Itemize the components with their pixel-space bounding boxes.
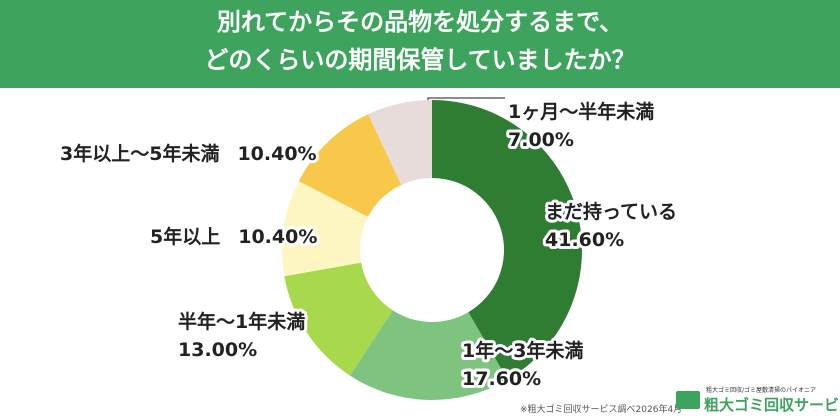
logo-icon bbox=[676, 391, 700, 409]
slice bbox=[298, 114, 402, 217]
slice bbox=[284, 262, 393, 376]
slice bbox=[350, 310, 508, 400]
value-label: 10.40% bbox=[237, 143, 316, 165]
category-label: まだ持っている bbox=[545, 200, 677, 223]
slice bbox=[368, 100, 432, 185]
title-line: 別れてからその品物を処分するまで、 bbox=[217, 8, 623, 36]
slice bbox=[432, 100, 583, 380]
value-label: 10.40% bbox=[238, 226, 317, 248]
category-label: 3年以上～5年未満 bbox=[60, 142, 219, 165]
logo-name: 粗大ゴミ回収サービス bbox=[704, 396, 840, 414]
category-label: 半年～1年未満 bbox=[178, 310, 305, 333]
slice bbox=[282, 181, 369, 277]
logo-tagline: 粗大ゴミ回収/ゴミ屋敷清掃のパイオニア bbox=[706, 386, 816, 394]
category-label: 5年以上 bbox=[150, 225, 220, 248]
value-label: 7.00% bbox=[508, 129, 574, 151]
value-label: 13.00% bbox=[178, 339, 257, 361]
category-label: 1年～3年未満 bbox=[462, 339, 583, 362]
category-label: 1ヶ月～半年未満 bbox=[508, 100, 654, 123]
value-label: 17.60% bbox=[462, 368, 541, 390]
title-line: どのくらいの期間保管していましたか？ bbox=[204, 46, 635, 74]
source: ※粗大ゴミ回収サービス調べ2026年4月 bbox=[520, 403, 682, 415]
value-label: 41.60% bbox=[545, 229, 624, 251]
header-band bbox=[0, 0, 840, 88]
